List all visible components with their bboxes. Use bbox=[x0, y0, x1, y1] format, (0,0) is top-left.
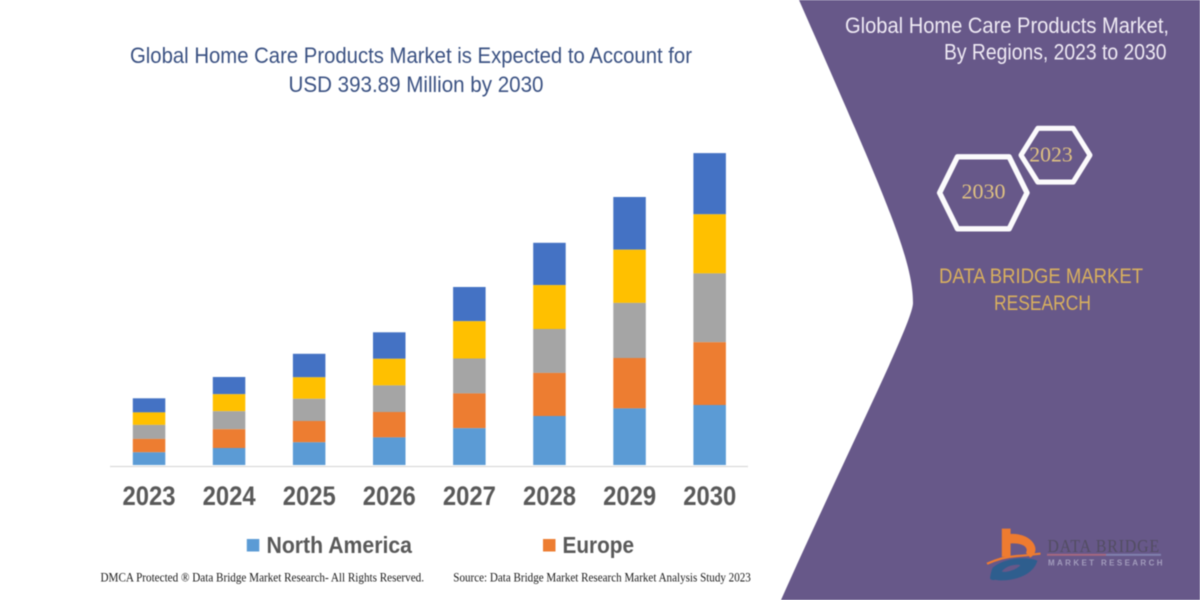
svg-text:2024: 2024 bbox=[203, 481, 256, 511]
svg-text:2028: 2028 bbox=[523, 481, 576, 511]
svg-text:Global Home Care Products Mark: Global Home Care Products Market is Expe… bbox=[130, 43, 692, 68]
svg-text:Europe: Europe bbox=[563, 532, 635, 558]
svg-text:2025: 2025 bbox=[283, 481, 336, 511]
svg-text:2030: 2030 bbox=[962, 180, 1006, 204]
svg-text:DMCA Protected ® Data Bridge M: DMCA Protected ® Data Bridge Market Rese… bbox=[101, 570, 425, 585]
svg-text:USD 393.89 Million by 2030: USD 393.89 Million by 2030 bbox=[289, 72, 544, 97]
svg-text:2023: 2023 bbox=[123, 481, 176, 511]
svg-text:2026: 2026 bbox=[363, 481, 416, 511]
svg-text:DATA BRIDGE: DATA BRIDGE bbox=[1048, 536, 1161, 556]
svg-text:MARKET RESEARCH: MARKET RESEARCH bbox=[1048, 559, 1165, 568]
svg-text:By Regions, 2023 to 2030: By Regions, 2023 to 2030 bbox=[944, 40, 1167, 65]
svg-text:North America: North America bbox=[267, 532, 413, 558]
svg-text:RESEARCH: RESEARCH bbox=[994, 292, 1091, 315]
svg-text:2029: 2029 bbox=[603, 481, 656, 511]
svg-text:Source: Data Bridge Market Res: Source: Data Bridge Market Research Mark… bbox=[453, 570, 751, 585]
svg-text:2027: 2027 bbox=[443, 481, 496, 511]
svg-text:2030: 2030 bbox=[683, 481, 736, 511]
svg-text:Global Home Care Products Mark: Global Home Care Products Market, bbox=[845, 13, 1169, 38]
svg-text:DATA BRIDGE MARKET: DATA BRIDGE MARKET bbox=[939, 265, 1143, 288]
svg-text:2023: 2023 bbox=[1029, 143, 1073, 167]
